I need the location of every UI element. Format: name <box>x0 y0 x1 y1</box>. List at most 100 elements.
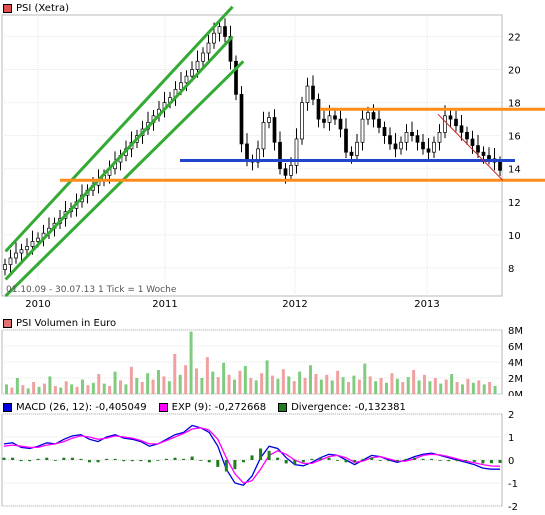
candle-body <box>437 132 442 143</box>
candle-body <box>388 135 392 145</box>
volume-bar <box>336 370 340 394</box>
candle-body <box>481 151 486 156</box>
price-x-tick-label: 2010 <box>25 299 50 310</box>
divergence-bar <box>182 458 186 460</box>
candle-body <box>245 143 249 161</box>
volume-bar <box>97 374 101 394</box>
volume-bar <box>113 371 117 394</box>
divergence-bar <box>45 457 49 460</box>
chart-info-text: 01.10.09 - 30.07.13 1 Tick = 1 Woche <box>6 285 177 295</box>
candle-body <box>217 26 222 34</box>
volume-bar <box>151 379 155 394</box>
macd-y-tick-label: 1 <box>508 433 514 444</box>
divergence-bar <box>481 460 485 464</box>
candle-body <box>305 85 310 103</box>
volume-bar <box>395 378 399 394</box>
divergence-bar <box>96 460 100 463</box>
divergence-bar <box>147 460 151 463</box>
volume-bar <box>265 360 269 394</box>
volume-bar <box>205 357 209 394</box>
volume-bar <box>271 375 274 394</box>
divergence-legend-swatch <box>278 402 288 412</box>
divergence-legend-label: Divergence: -0,132381 <box>291 401 406 413</box>
macd-panel: MACD (26, 12): -0,405049 EXP (9): -0,272… <box>0 398 545 515</box>
candle-body <box>487 155 491 160</box>
candle-body <box>212 32 216 44</box>
divergence-bar <box>241 460 245 463</box>
divergence-bar <box>207 460 211 463</box>
candle-body <box>432 141 436 153</box>
price-y-tick-label: 12 <box>508 198 521 209</box>
trendline-channel <box>4 35 234 281</box>
divergence-bar <box>412 457 416 460</box>
trendline-channel <box>4 5 234 253</box>
candle-body <box>239 93 244 145</box>
candle-body <box>377 118 381 128</box>
candle-body <box>14 252 18 259</box>
divergence-bar <box>122 460 126 462</box>
macd-legend-swatch <box>3 402 12 412</box>
candle-body <box>360 118 365 143</box>
volume-bar <box>319 379 323 394</box>
divergence-bar <box>318 457 322 460</box>
volume-bar <box>428 381 432 394</box>
volume-bar <box>119 380 122 394</box>
volume-bar <box>81 379 84 394</box>
volume-bar <box>86 385 90 394</box>
divergence-bar <box>387 460 391 462</box>
divergence-bar <box>156 460 160 461</box>
candle-body <box>410 132 414 137</box>
volume-bar <box>357 379 361 394</box>
volume-bar <box>200 378 204 394</box>
volume-bar <box>298 371 302 394</box>
divergence-bar <box>62 457 66 460</box>
volume-bar <box>341 377 345 394</box>
candle-body <box>25 246 29 251</box>
volume-bar <box>260 373 264 394</box>
volume-bar <box>5 384 8 394</box>
divergence-bar <box>395 460 399 462</box>
candle-body <box>333 115 337 120</box>
price-y-tick-label: 20 <box>508 66 521 77</box>
divergence-bar <box>259 448 263 460</box>
divergence-bar <box>53 460 57 461</box>
volume-bar <box>21 385 25 394</box>
divergence-bar <box>216 460 220 467</box>
volume-bar <box>390 373 394 394</box>
macd-line <box>3 424 500 487</box>
volume-bar <box>423 374 426 394</box>
divergence-bar <box>370 457 374 460</box>
price-y-tick-label: 16 <box>508 132 521 143</box>
candle-body <box>393 143 398 150</box>
divergence-bar <box>199 460 203 461</box>
volume-bar <box>64 381 68 394</box>
volume-bar <box>184 365 188 394</box>
volume-y-tick-label: 6M <box>508 342 523 353</box>
candle-body <box>421 141 425 150</box>
candle-body <box>454 118 458 127</box>
volume-bar <box>330 380 334 394</box>
volume-bar <box>140 382 144 394</box>
volume-bar <box>129 366 133 394</box>
candle-body <box>415 135 420 143</box>
candle-body <box>8 257 13 265</box>
candle-body <box>448 115 453 120</box>
candle-body <box>426 148 431 153</box>
divergence-bar <box>11 457 15 460</box>
price-legend-label: PSI (Xetra) <box>16 2 70 14</box>
price-panel: PSI (Xetra) 8 10 12 14 16 18 20 22 2010 2011 2012 2… <box>0 1 545 310</box>
divergence-bar <box>36 458 40 460</box>
divergence-bar <box>404 458 408 460</box>
divergence-bar <box>173 457 177 460</box>
volume-bar <box>48 376 52 394</box>
candle-body <box>316 98 321 120</box>
price-x-tick-label: 2011 <box>152 299 177 310</box>
volume-bar <box>493 386 497 394</box>
candle-body <box>338 118 343 130</box>
volume-bar <box>53 386 57 394</box>
candle-body <box>261 122 266 150</box>
candle-body <box>30 241 35 247</box>
candle-body <box>399 141 403 150</box>
candle-body <box>498 161 502 171</box>
price-legend: PSI (Xetra) <box>0 1 69 15</box>
